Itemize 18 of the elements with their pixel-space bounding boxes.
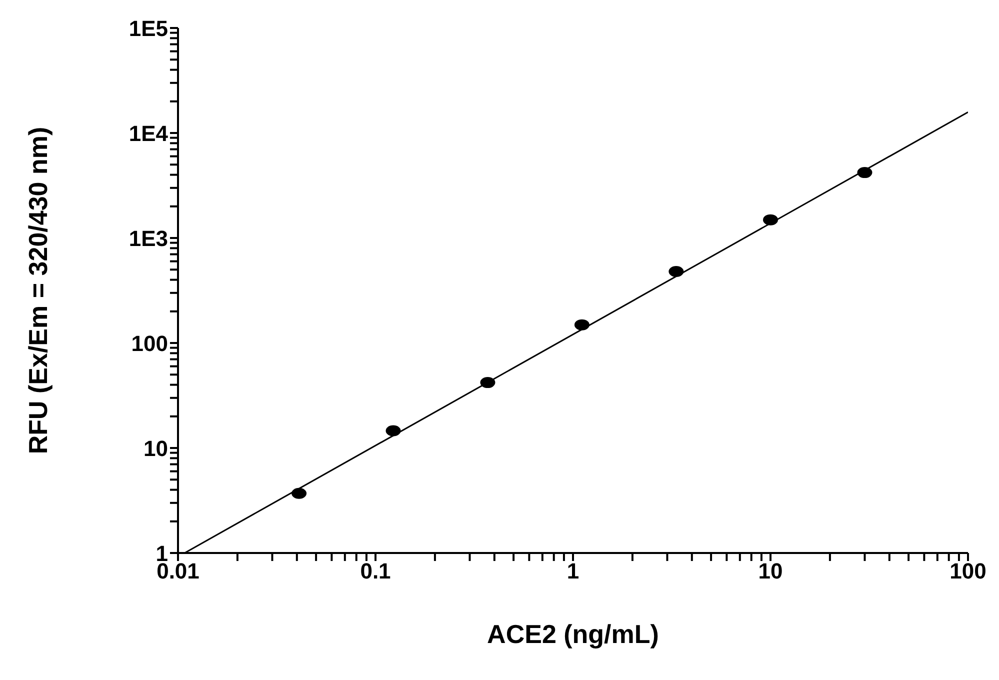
y-tick-label: 10 <box>144 436 168 461</box>
y-tick-label: 100 <box>131 330 168 356</box>
y-tick-label: 1E3 <box>128 226 168 251</box>
point <box>668 266 684 277</box>
point <box>763 214 778 226</box>
point <box>857 167 872 178</box>
point <box>574 319 590 330</box>
point <box>292 488 307 499</box>
point <box>480 377 496 388</box>
x-tick-label: 100 <box>950 558 986 584</box>
x-axis-title: ACE2 (ng/mL) <box>487 619 659 649</box>
point <box>386 425 401 436</box>
y-tick-label: 1E4 <box>128 120 169 146</box>
y-tick-label: 1E5 <box>128 16 168 41</box>
x-tick-label: 0.1 <box>360 558 391 584</box>
x-tick-label: 10 <box>758 558 783 584</box>
x-tick-label: 1 <box>566 558 580 584</box>
y-axis-title: RFU (Ex/Em = 320/430 nm) <box>23 126 54 454</box>
